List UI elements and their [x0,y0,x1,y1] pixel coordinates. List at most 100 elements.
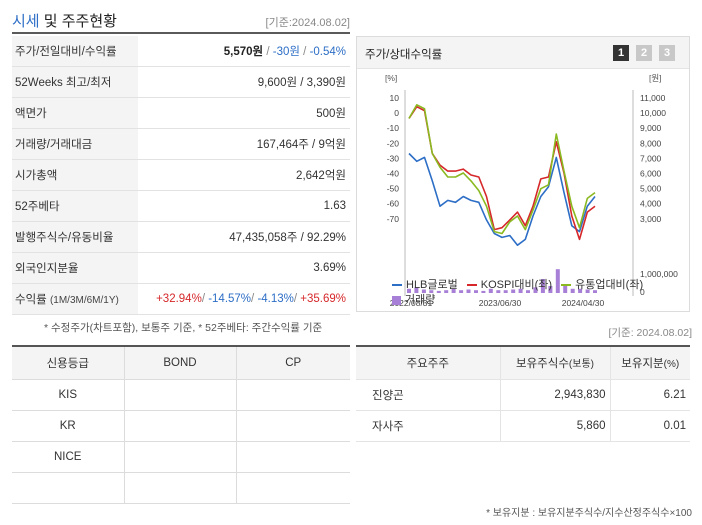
left-tick-label: -60 [387,199,400,209]
left-tick-label: -40 [387,169,400,179]
legend-line-swatch [466,284,477,287]
row-value: 47,435,058주 / 92.29% [138,221,350,253]
row-label: 발행주식수/유동비율 [12,221,138,253]
credit-rating-table: 신용등급 BOND CP KIS KR NICE [12,345,350,504]
legend-label: KOSPI대비(좌) [480,279,553,291]
basis-date: [기준:2024.08.02] [265,17,350,29]
chart-legend: HLB글로벌 KOSPI대비(좌) 유통업대비(좌) 거래량 [392,278,682,308]
col-header: 신용등급 [12,345,125,380]
right-tick-label: 7,000 [640,153,662,163]
row-value: 1.63 [138,190,350,222]
chart-page-2-button[interactable]: 2 [636,45,652,61]
row-label: 수익률 (1M/3M/6M/1Y) [12,283,138,315]
volume-bar [503,290,508,293]
table-cell [123,409,237,442]
volume-bar [593,290,597,293]
price-summary-table: 주가/전일대비/수익률 5,570원 / -30원 / -0.54% 52Wee… [12,36,350,315]
table-header-row: 주요주주 보유주식수(보통) 보유지분(%) [356,345,690,380]
left-axis-unit: [%] [385,73,397,83]
right-tick-label: 6,000 [640,169,662,179]
holders-footnote: * 보유지분 : 보유지분주식수/지수산정주식수×100 [486,508,692,519]
table-row: 시가총액 2,642억원 [12,159,350,191]
row-label: 시가총액 [12,159,138,191]
volume-tick-label: 1,000,000 [640,269,678,279]
volume-bar [585,289,590,293]
col-header: 보유지분(%) [609,345,690,380]
volume-bar [474,290,478,293]
row-label: 52Weeks 최고/최저 [12,66,138,99]
holder-pct: 6.21 [609,379,690,411]
chart-panel: 주가/상대수익률 1 2 3 [%] [원] 10 0 -10 -20 -30 -40 -50-… [356,36,690,312]
price-value: 5,570원 / -30원 / -0.54% [138,36,350,68]
section-header: 시세 및 주주현황 [기준:2024.08.02] [12,0,350,34]
holder-pct: 0.01 [609,410,690,442]
table-cell [235,409,350,442]
col-header: 보유주식수(보통) [499,345,610,380]
stock-chart: [%] [원] 10 0 -10 -20 -30 -40 -50 -60 -70 11,000 10,0… [385,73,678,308]
volume-bar [444,290,449,293]
table-row: KIS [12,378,350,411]
table-cell [235,471,350,504]
table-row: KR [12,409,350,442]
table-cell: NICE [12,440,125,473]
legend-label: 거래량 [405,294,436,306]
series-line [408,152,596,246]
chart-page-1-button[interactable]: 1 [613,45,629,61]
legend-box-swatch [392,295,401,305]
row-label: 52주베타 [12,190,138,222]
volume-bar [496,290,501,293]
table-row: 주가/전일대비/수익률 5,570원 / -30원 / -0.54% [12,36,350,68]
row-value: 9,600원 / 3,390원 [138,66,350,99]
table-row: 자사주 5,860 0.01 [356,410,690,442]
table-row: 거래량/거래대금 167,464주 / 9억원 [12,128,350,161]
price-change: -30원 [272,46,300,59]
volume-bar [436,290,441,293]
volume-bar [555,269,560,293]
table-row: 진양곤 2,943,830 6.21 [356,379,690,411]
x-tick-label: 2024/04/30 [562,298,605,308]
table-cell [235,378,350,411]
holder-shares: 2,943,830 [499,379,610,411]
table-row: NICE [12,440,350,473]
table-cell [235,440,350,473]
right-tick-label: 9,000 [640,123,662,133]
volume-bar [511,289,516,293]
chart-title: 주가/상대수익률 [365,49,443,61]
table-cell: KR [12,409,125,442]
volume-bar [526,290,530,293]
left-tick-label: -30 [387,153,400,163]
row-value: 500원 [138,97,350,130]
legend-label: 유통업대비(좌) [575,279,644,291]
legend-item: KOSPI대비(좌) [466,278,553,293]
row-label: 거래량/거래대금 [12,128,138,161]
col-header: CP [235,345,350,380]
series-line [408,103,596,235]
table-row: 52주베타 1.63 [12,190,350,222]
legend-line-swatch [561,284,572,287]
right-axis-unit: [원] [649,73,662,83]
chart-page-3-button[interactable]: 3 [659,45,675,61]
row-value: 167,464주 / 9억원 [138,128,350,161]
table-row [12,471,350,504]
right-tick-label: 5,000 [640,184,662,194]
legend-line-swatch [392,284,402,287]
volume-bar [563,286,568,293]
volume-bar [540,279,545,293]
volume-bar [578,288,583,293]
table-row: 발행주식수/유동비율 47,435,058주 / 92.29% [12,221,350,253]
volume-bar [459,290,464,293]
left-tick-label: 0 [394,108,399,118]
left-tick-label: -20 [387,138,400,148]
price-rate: -0.54% [309,46,346,59]
volume-bar [421,289,426,293]
volume-bar [548,286,553,293]
right-tick-label: 11,000 [640,93,666,103]
volume-bar [488,288,493,293]
x-tick-label: 2023/06/30 [479,298,522,308]
left-tick-label: -10 [387,123,400,133]
row-label: 액면가 [12,97,138,130]
returns-value: +32.94%/ -14.57%/ -4.13%/ +35.69% [138,283,350,315]
volume-bar [451,288,456,293]
x-tick-label: 2022/08/31 [390,298,433,308]
table-row: 수익률 (1M/3M/6M/1Y) +32.94%/ -14.57%/ -4.1… [12,283,350,315]
